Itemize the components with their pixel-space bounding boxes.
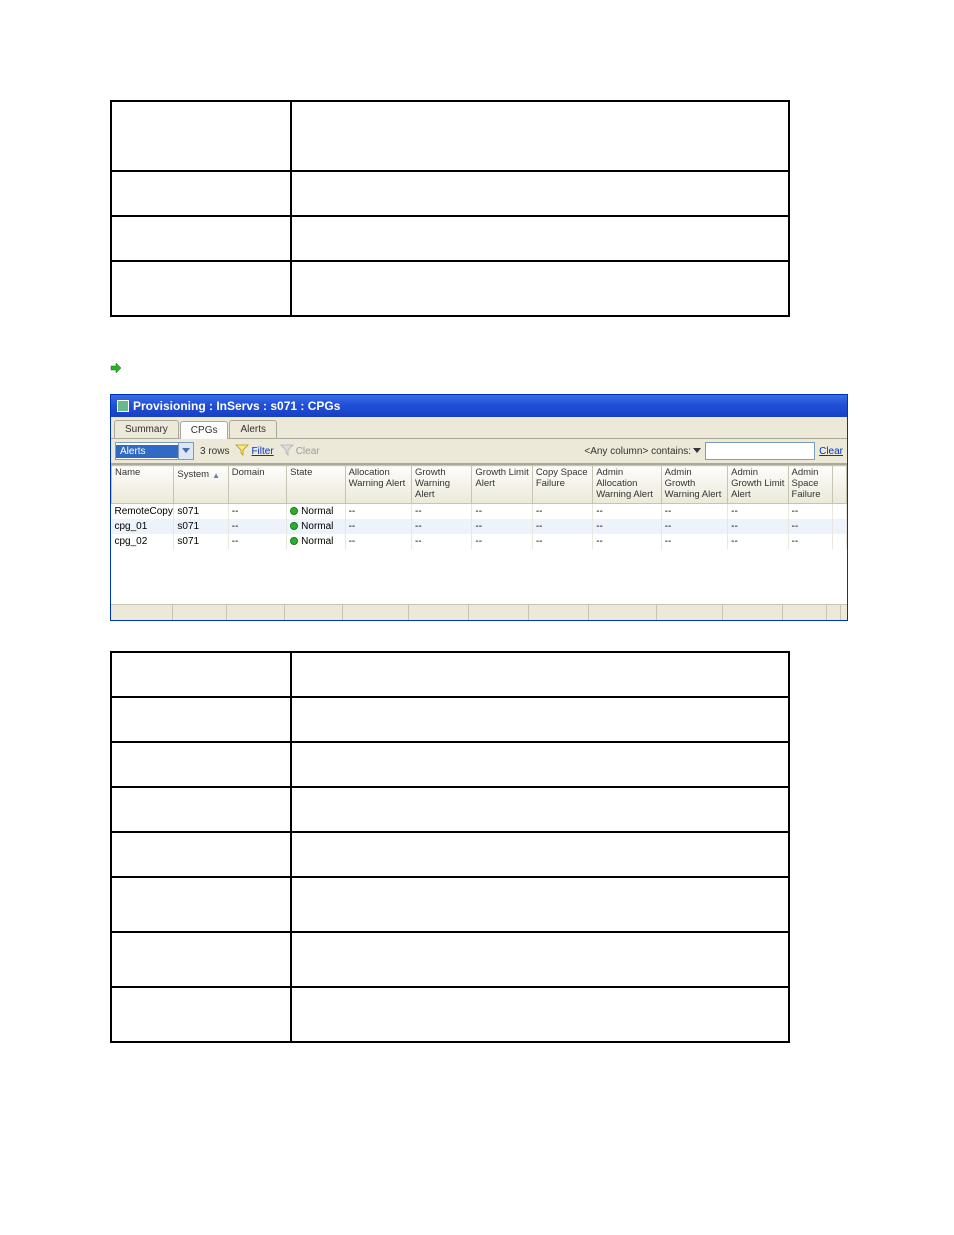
- table-row: [111, 261, 789, 316]
- col-header-gla[interactable]: Growth Limit Alert: [472, 466, 532, 504]
- col-header-awa[interactable]: Allocation Warning Alert: [345, 466, 411, 504]
- tabs-bar: SummaryCPGsAlerts: [111, 417, 847, 439]
- grid-header-row: NameSystem▲DomainStateAllocation Warning…: [112, 466, 847, 504]
- col-header-state[interactable]: State: [287, 466, 345, 504]
- chevron-down-icon[interactable]: [178, 443, 193, 459]
- tab-cpgs[interactable]: CPGs: [180, 421, 229, 439]
- col-header-asf[interactable]: Admin Space Failure: [788, 466, 832, 504]
- col-header-agwa[interactable]: Admin Growth Warning Alert: [661, 466, 727, 504]
- section-arrow-row: [110, 362, 884, 374]
- table-row: [111, 216, 789, 261]
- clear-label: Clear: [819, 446, 843, 457]
- chevron-down-icon: [693, 448, 701, 454]
- tab-alerts[interactable]: Alerts: [229, 420, 277, 438]
- table-row[interactable]: RemoteCopys071--Normal----------------: [112, 503, 847, 519]
- col-header-aawa[interactable]: Admin Allocation Warning Alert: [593, 466, 661, 504]
- window-provisioning-cpgs: Provisioning : InServs : s071 : CPGs Sum…: [110, 394, 848, 621]
- table-row: [111, 787, 789, 832]
- view-select[interactable]: Alerts: [115, 442, 194, 460]
- state-normal-icon: [290, 537, 298, 545]
- table-row: [111, 932, 789, 987]
- clear-filter-icon: [280, 444, 294, 459]
- cpgs-grid: NameSystem▲DomainStateAllocation Warning…: [111, 464, 847, 620]
- table-row: [111, 877, 789, 932]
- col-header-agla[interactable]: Admin Growth Limit Alert: [728, 466, 788, 504]
- arrow-right-icon: [110, 362, 122, 374]
- table-row: [111, 652, 789, 697]
- col-header-name[interactable]: Name: [112, 466, 174, 504]
- table-row[interactable]: cpg_02s071--Normal----------------: [112, 534, 847, 549]
- doc-table-bottom: [110, 651, 790, 1043]
- table-row: [111, 697, 789, 742]
- toolbar: Alerts 3 rows Filter: [111, 439, 847, 464]
- col-header-gwa[interactable]: Growth Warning Alert: [412, 466, 472, 504]
- col-header-_pad[interactable]: [832, 466, 846, 504]
- table-row[interactable]: cpg_01s071--Normal----------------: [112, 519, 847, 534]
- filter-icon: [235, 444, 249, 459]
- doc-table-top: [110, 100, 790, 317]
- any-column-select[interactable]: <Any column> contains:: [584, 446, 701, 457]
- table-row: [111, 987, 789, 1042]
- view-select-value: Alerts: [116, 445, 178, 458]
- table-row: [111, 171, 789, 216]
- clear-filter-button: Clear: [280, 444, 320, 459]
- table-row: [111, 101, 789, 171]
- filter-label: Filter: [251, 446, 273, 457]
- tab-summary[interactable]: Summary: [114, 420, 179, 438]
- state-normal-icon: [290, 522, 298, 530]
- any-column-label: <Any column> contains:: [584, 446, 691, 457]
- grid-footer: [111, 604, 847, 620]
- col-header-domain[interactable]: Domain: [228, 466, 286, 504]
- window-title: Provisioning : InServs : s071 : CPGs: [133, 399, 340, 413]
- rows-count: 3 rows: [200, 446, 229, 457]
- sort-asc-icon: ▲: [212, 471, 220, 480]
- col-header-system[interactable]: System▲: [174, 466, 228, 504]
- table-row: [111, 832, 789, 877]
- window-titlebar[interactable]: Provisioning : InServs : s071 : CPGs: [111, 395, 847, 417]
- table-row: [111, 742, 789, 787]
- state-normal-icon: [290, 507, 298, 515]
- col-header-csf[interactable]: Copy Space Failure: [532, 466, 592, 504]
- clear-search-button[interactable]: Clear: [819, 446, 843, 457]
- window-icon: [117, 400, 129, 412]
- search-input[interactable]: [705, 442, 815, 460]
- filter-button[interactable]: Filter: [235, 444, 273, 459]
- clear-filter-label: Clear: [296, 446, 320, 457]
